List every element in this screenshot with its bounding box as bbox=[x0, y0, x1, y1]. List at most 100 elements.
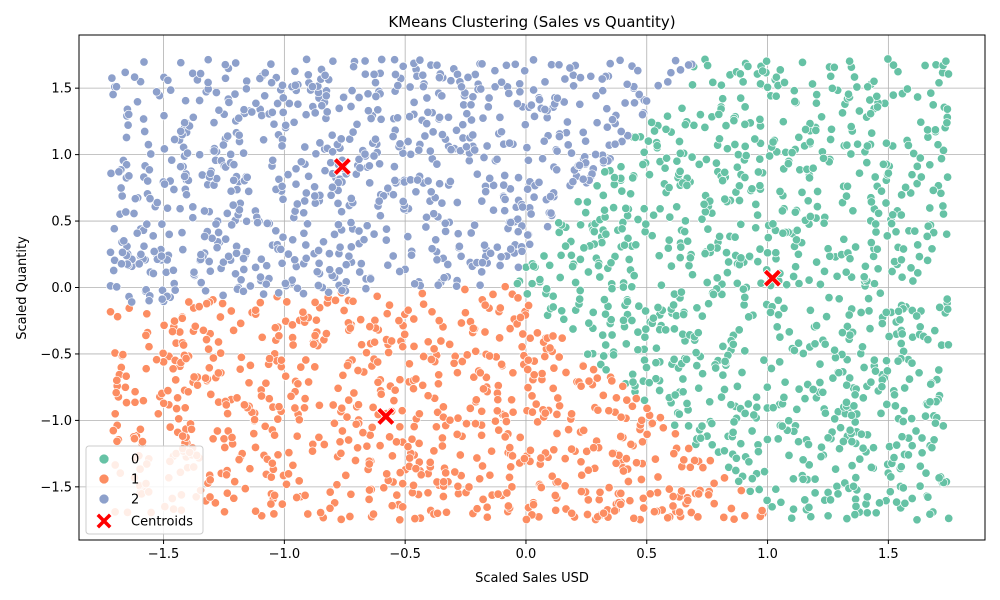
point-series-1 bbox=[130, 387, 140, 397]
point-series-1 bbox=[453, 413, 463, 423]
point-series-0 bbox=[805, 211, 815, 222]
point-series-1 bbox=[416, 470, 426, 480]
point-series-2 bbox=[238, 286, 248, 296]
point-series-1 bbox=[264, 394, 274, 404]
point-series-0 bbox=[922, 231, 932, 241]
point-series-2 bbox=[390, 69, 401, 80]
point-series-2 bbox=[373, 105, 383, 115]
point-series-0 bbox=[648, 313, 658, 323]
point-series-0 bbox=[618, 315, 629, 325]
point-series-2 bbox=[257, 110, 267, 121]
point-series-0 bbox=[588, 307, 598, 317]
point-series-0 bbox=[661, 325, 671, 335]
point-series-2 bbox=[166, 85, 176, 95]
point-series-1 bbox=[270, 323, 280, 333]
point-series-0 bbox=[888, 90, 898, 100]
point-series-1 bbox=[168, 364, 178, 374]
x-tick-label: −0.5 bbox=[389, 547, 421, 562]
point-series-2 bbox=[441, 226, 451, 236]
point-series-2 bbox=[377, 54, 387, 65]
point-series-1 bbox=[583, 495, 593, 505]
point-series-1 bbox=[500, 282, 510, 292]
point-series-0 bbox=[720, 167, 730, 177]
point-series-2 bbox=[301, 253, 311, 263]
point-series-2 bbox=[591, 149, 601, 160]
point-series-2 bbox=[418, 70, 428, 80]
point-series-0 bbox=[535, 275, 545, 285]
point-series-0 bbox=[607, 284, 617, 294]
point-series-1 bbox=[384, 347, 394, 358]
point-series-2 bbox=[181, 96, 191, 106]
point-series-0 bbox=[708, 77, 718, 87]
point-series-1 bbox=[349, 388, 359, 398]
point-series-1 bbox=[478, 384, 489, 394]
point-series-1 bbox=[130, 397, 140, 407]
point-series-0 bbox=[711, 363, 721, 373]
point-series-2 bbox=[620, 98, 630, 108]
point-series-1 bbox=[387, 451, 397, 461]
point-series-2 bbox=[552, 146, 562, 156]
point-series-2 bbox=[144, 165, 154, 175]
point-series-2 bbox=[409, 97, 419, 107]
point-series-0 bbox=[762, 495, 772, 505]
point-series-0 bbox=[817, 112, 827, 122]
point-series-2 bbox=[238, 253, 249, 264]
point-series-2 bbox=[598, 156, 609, 166]
point-series-2 bbox=[484, 93, 494, 103]
point-series-1 bbox=[384, 300, 395, 310]
point-series-1 bbox=[631, 393, 641, 404]
point-series-0 bbox=[907, 441, 917, 451]
point-series-0 bbox=[749, 410, 759, 420]
point-series-0 bbox=[740, 346, 750, 356]
point-series-1 bbox=[257, 511, 267, 521]
point-series-2 bbox=[226, 149, 236, 159]
point-series-2 bbox=[637, 110, 648, 120]
y-tick-label: 1.5 bbox=[51, 82, 72, 97]
point-series-0 bbox=[851, 242, 861, 252]
point-series-2 bbox=[500, 194, 510, 204]
point-series-1 bbox=[141, 364, 151, 374]
point-series-1 bbox=[540, 408, 550, 418]
point-series-0 bbox=[616, 162, 626, 172]
point-series-0 bbox=[763, 82, 773, 92]
point-series-0 bbox=[740, 119, 750, 129]
point-series-0 bbox=[777, 421, 787, 431]
point-series-2 bbox=[227, 220, 237, 230]
point-series-2 bbox=[499, 180, 509, 190]
point-series-1 bbox=[353, 443, 363, 453]
point-series-2 bbox=[523, 184, 533, 194]
point-series-2 bbox=[413, 175, 423, 185]
point-series-2 bbox=[175, 204, 185, 214]
point-series-0 bbox=[559, 314, 569, 324]
point-series-0 bbox=[858, 393, 868, 403]
point-series-1 bbox=[515, 432, 525, 442]
point-series-1 bbox=[470, 419, 481, 429]
point-series-0 bbox=[621, 203, 631, 213]
point-series-1 bbox=[653, 488, 663, 498]
point-series-1 bbox=[346, 489, 356, 499]
point-series-0 bbox=[724, 257, 734, 267]
point-series-2 bbox=[130, 194, 140, 204]
point-series-2 bbox=[334, 266, 344, 276]
point-series-1 bbox=[411, 464, 421, 474]
point-series-0 bbox=[803, 196, 813, 206]
point-series-2 bbox=[483, 102, 493, 112]
point-series-0 bbox=[639, 147, 649, 157]
point-series-2 bbox=[365, 178, 375, 188]
point-series-1 bbox=[525, 445, 535, 455]
point-series-0 bbox=[641, 362, 652, 373]
point-series-0 bbox=[649, 126, 660, 136]
point-series-0 bbox=[662, 153, 672, 163]
point-series-0 bbox=[579, 243, 589, 253]
point-series-0 bbox=[793, 249, 803, 259]
point-series-2 bbox=[361, 284, 371, 294]
point-series-1 bbox=[445, 339, 455, 349]
point-series-1 bbox=[251, 305, 261, 315]
point-series-2 bbox=[259, 135, 269, 145]
point-series-0 bbox=[687, 80, 698, 90]
point-series-2 bbox=[435, 112, 445, 122]
point-series-0 bbox=[582, 197, 592, 207]
point-series-0 bbox=[790, 207, 800, 217]
point-series-0 bbox=[628, 369, 638, 379]
point-series-0 bbox=[857, 342, 868, 352]
